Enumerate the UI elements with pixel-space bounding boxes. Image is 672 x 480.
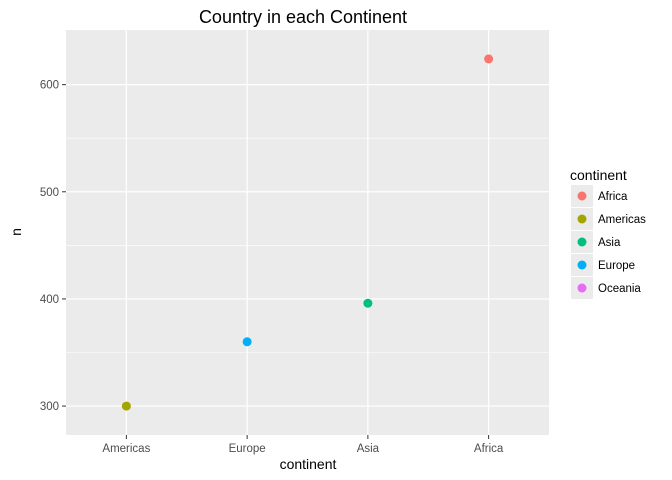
x-tick-label: Asia	[357, 443, 380, 455]
data-point	[363, 298, 373, 308]
legend-label: Oceania	[598, 283, 641, 295]
grid-lines	[66, 30, 549, 435]
legend-label: Africa	[598, 191, 628, 203]
chart-title: Country in each Continent	[199, 7, 407, 27]
legend-swatch	[577, 214, 587, 224]
y-tick-label: 300	[40, 401, 59, 413]
data-points	[121, 54, 494, 411]
legend-swatch	[577, 260, 587, 270]
data-point	[121, 401, 131, 411]
legend-swatch	[577, 237, 587, 247]
legend-label: Europe	[598, 260, 635, 272]
x-tick-label: Americas	[102, 443, 150, 455]
y-tick-label: 600	[40, 80, 59, 92]
legend: continent Africa Americas Asia Europe Oceani…	[570, 167, 646, 299]
x-axis: Americas Europe Asia Africa	[102, 435, 504, 455]
x-tick-label: Europe	[229, 443, 266, 455]
x-tick-label: Africa	[474, 443, 504, 455]
legend-label: Americas	[598, 214, 646, 226]
plot-panel	[66, 30, 549, 435]
legend-swatch	[577, 191, 587, 201]
y-tick-label: 500	[40, 187, 59, 199]
legend-label: Asia	[598, 237, 621, 249]
legend-swatch	[577, 283, 587, 293]
y-axis: 300 400 500 600	[40, 80, 66, 413]
x-axis-title: continent	[280, 456, 337, 472]
data-point	[242, 337, 252, 347]
legend-items: Africa Americas Asia Europe Oceania	[571, 185, 646, 299]
legend-title: continent	[570, 167, 627, 183]
data-point	[484, 54, 494, 64]
y-axis-title: n	[8, 228, 24, 236]
y-tick-label: 400	[40, 294, 59, 306]
